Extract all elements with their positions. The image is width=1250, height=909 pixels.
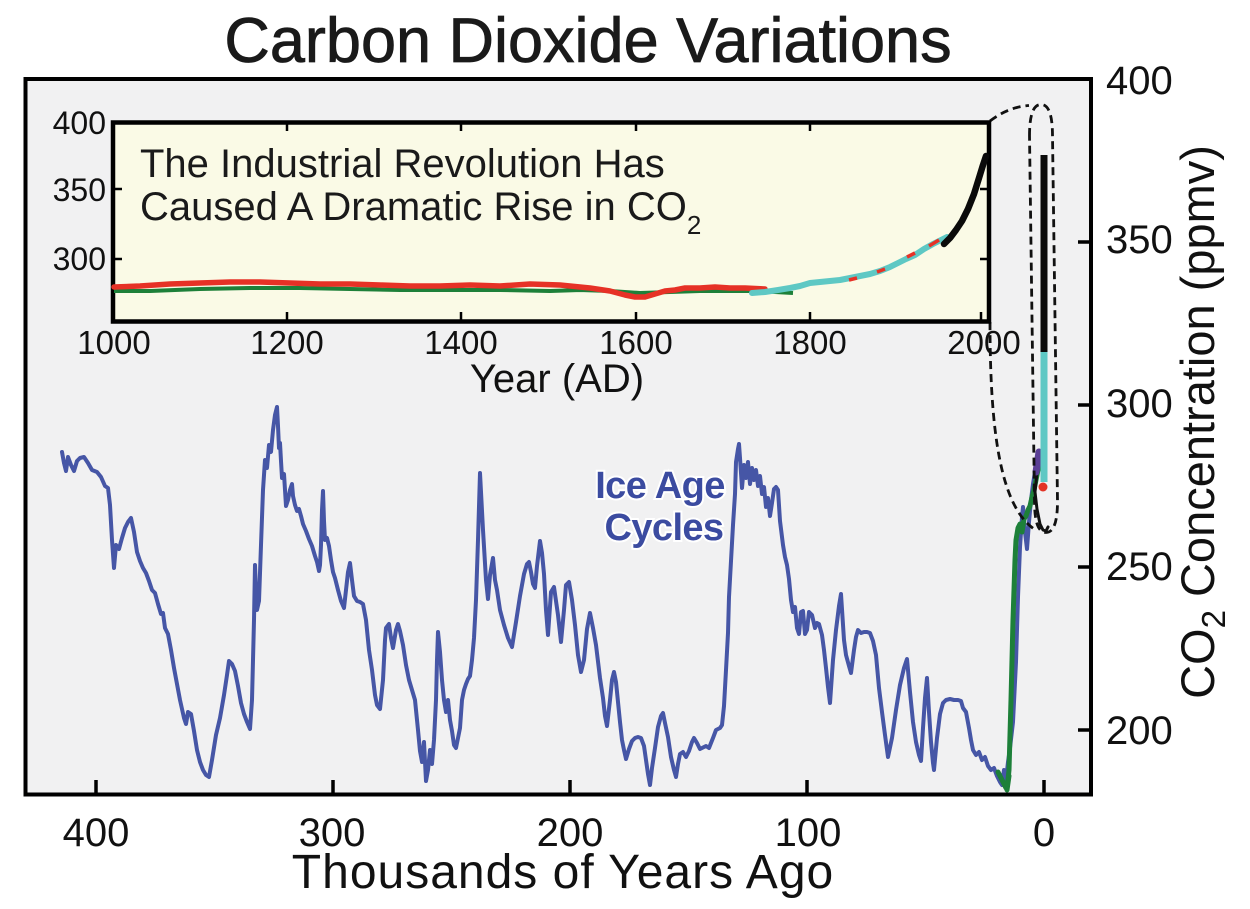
svg-text:250: 250 — [1106, 545, 1173, 589]
svg-text:CO2 Concentration (ppmv): CO2 Concentration (ppmv) — [1171, 145, 1232, 699]
svg-text:Thousands of Years Ago: Thousands of Years Ago — [292, 846, 834, 899]
svg-text:200: 200 — [1106, 709, 1173, 753]
svg-text:1400: 1400 — [424, 324, 497, 361]
svg-text:400: 400 — [53, 105, 106, 141]
svg-text:1200: 1200 — [250, 324, 323, 361]
svg-text:350: 350 — [1106, 218, 1173, 262]
svg-text:350: 350 — [53, 172, 106, 208]
svg-text:200: 200 — [537, 811, 604, 855]
svg-text:1600: 1600 — [599, 324, 672, 361]
svg-text:0: 0 — [1033, 811, 1055, 855]
svg-text:Cycles: Cycles — [605, 507, 724, 549]
svg-text:300: 300 — [299, 811, 366, 855]
svg-text:2000: 2000 — [947, 324, 1020, 361]
svg-text:100: 100 — [775, 811, 842, 855]
svg-text:1000: 1000 — [77, 324, 150, 361]
svg-text:400: 400 — [1106, 59, 1173, 103]
svg-text:Carbon Dioxide Variations: Carbon Dioxide Variations — [224, 6, 951, 76]
svg-text:Year (AD): Year (AD) — [470, 357, 644, 401]
svg-text:400: 400 — [63, 811, 130, 855]
svg-text:The Industrial Revolution Has: The Industrial Revolution Has — [140, 142, 665, 186]
svg-text:300: 300 — [53, 241, 106, 277]
svg-text:300: 300 — [1106, 382, 1173, 426]
svg-text:Ice Age: Ice Age — [595, 465, 725, 507]
svg-text:1800: 1800 — [773, 324, 846, 361]
